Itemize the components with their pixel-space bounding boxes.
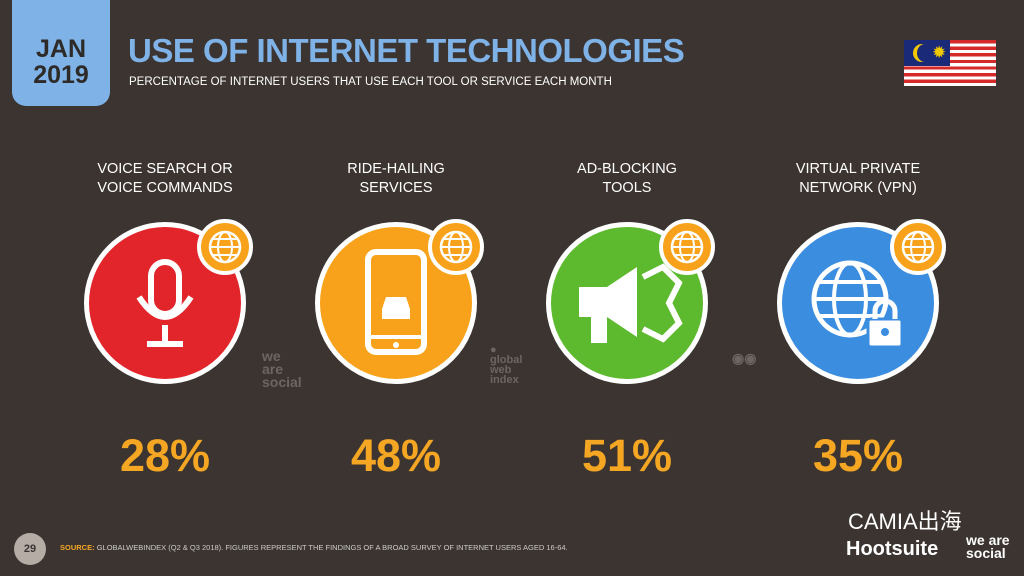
smartphone-car-icon <box>365 249 427 355</box>
stat-card: VIRTUAL PRIVATE NETWORK (VPN) 35% <box>748 160 968 482</box>
stat-card: VOICE SEARCH OR VOICE COMMANDS 28% <box>55 160 275 482</box>
stat-label-line: TOOLS <box>602 180 652 196</box>
stat-value: 35% <box>812 430 904 481</box>
globe-lock-icon <box>811 260 904 349</box>
stat-label-line: RIDE-HAILING <box>347 161 445 177</box>
stat-circle <box>546 219 715 384</box>
date-year: 2019 <box>33 61 89 89</box>
stat-label-line: VOICE SEARCH OR <box>97 161 233 177</box>
stat-value: 51% <box>581 430 673 481</box>
microphone-icon <box>136 259 194 347</box>
date-month: JAN <box>35 35 86 63</box>
stat-label: VOICE SEARCH OR VOICE COMMANDS <box>55 160 275 200</box>
source-label: SOURCE: <box>60 543 95 552</box>
stat-circle <box>315 219 484 384</box>
we-are-social-logo: we are social <box>966 532 1010 561</box>
stat-label-line: VIRTUAL PRIVATE <box>795 161 921 177</box>
ad-blocking-megaphone-icon <box>579 263 683 343</box>
stat-label-line: NETWORK (VPN) <box>799 180 917 196</box>
globalwebindex-watermark: ● global web index <box>490 344 523 386</box>
globe-icon <box>428 219 484 275</box>
malaysia-flag-icon: ✹ <box>904 40 996 86</box>
overlay-watermark: CAMIA出海 <box>848 509 962 534</box>
page-title: USE OF INTERNET TECHNOLOGIES <box>128 32 685 69</box>
stat-circle <box>777 219 946 384</box>
stat-label: RIDE-HAILING SERVICES <box>286 160 506 200</box>
stat-card: RIDE-HAILING SERVICES 48% <box>286 160 506 482</box>
stat-label: AD-BLOCKING TOOLS <box>517 160 737 200</box>
page-subtitle: PERCENTAGE OF INTERNET USERS THAT USE EA… <box>129 76 612 88</box>
stat-value: 48% <box>350 430 442 481</box>
hootsuite-logo: Hootsuite <box>846 538 939 560</box>
source-text: GLOBALWEBINDEX (Q2 & Q3 2018). FIGURES R… <box>96 543 568 552</box>
globe-icon <box>890 219 946 275</box>
source-note: SOURCE: GLOBALWEBINDEX (Q2 & Q3 2018). F… <box>60 543 568 552</box>
date-badge: JAN 2019 <box>12 0 110 106</box>
stat-label-line: VOICE COMMANDS <box>97 180 233 196</box>
stat-value: 28% <box>119 430 211 481</box>
we-are-social-watermark: we are social <box>262 348 302 390</box>
stat-card: AD-BLOCKING TOOLS 51% <box>517 160 737 482</box>
page-number: 29 <box>14 533 46 565</box>
stat-label: VIRTUAL PRIVATE NETWORK (VPN) <box>748 160 968 200</box>
hootsuite-owl-icon: ◉◉ <box>732 350 757 366</box>
stat-label-line: SERVICES <box>359 180 433 196</box>
globe-icon <box>197 219 253 275</box>
stat-circle <box>84 219 253 384</box>
globe-icon <box>659 219 715 275</box>
stat-label-line: AD-BLOCKING <box>577 161 677 177</box>
